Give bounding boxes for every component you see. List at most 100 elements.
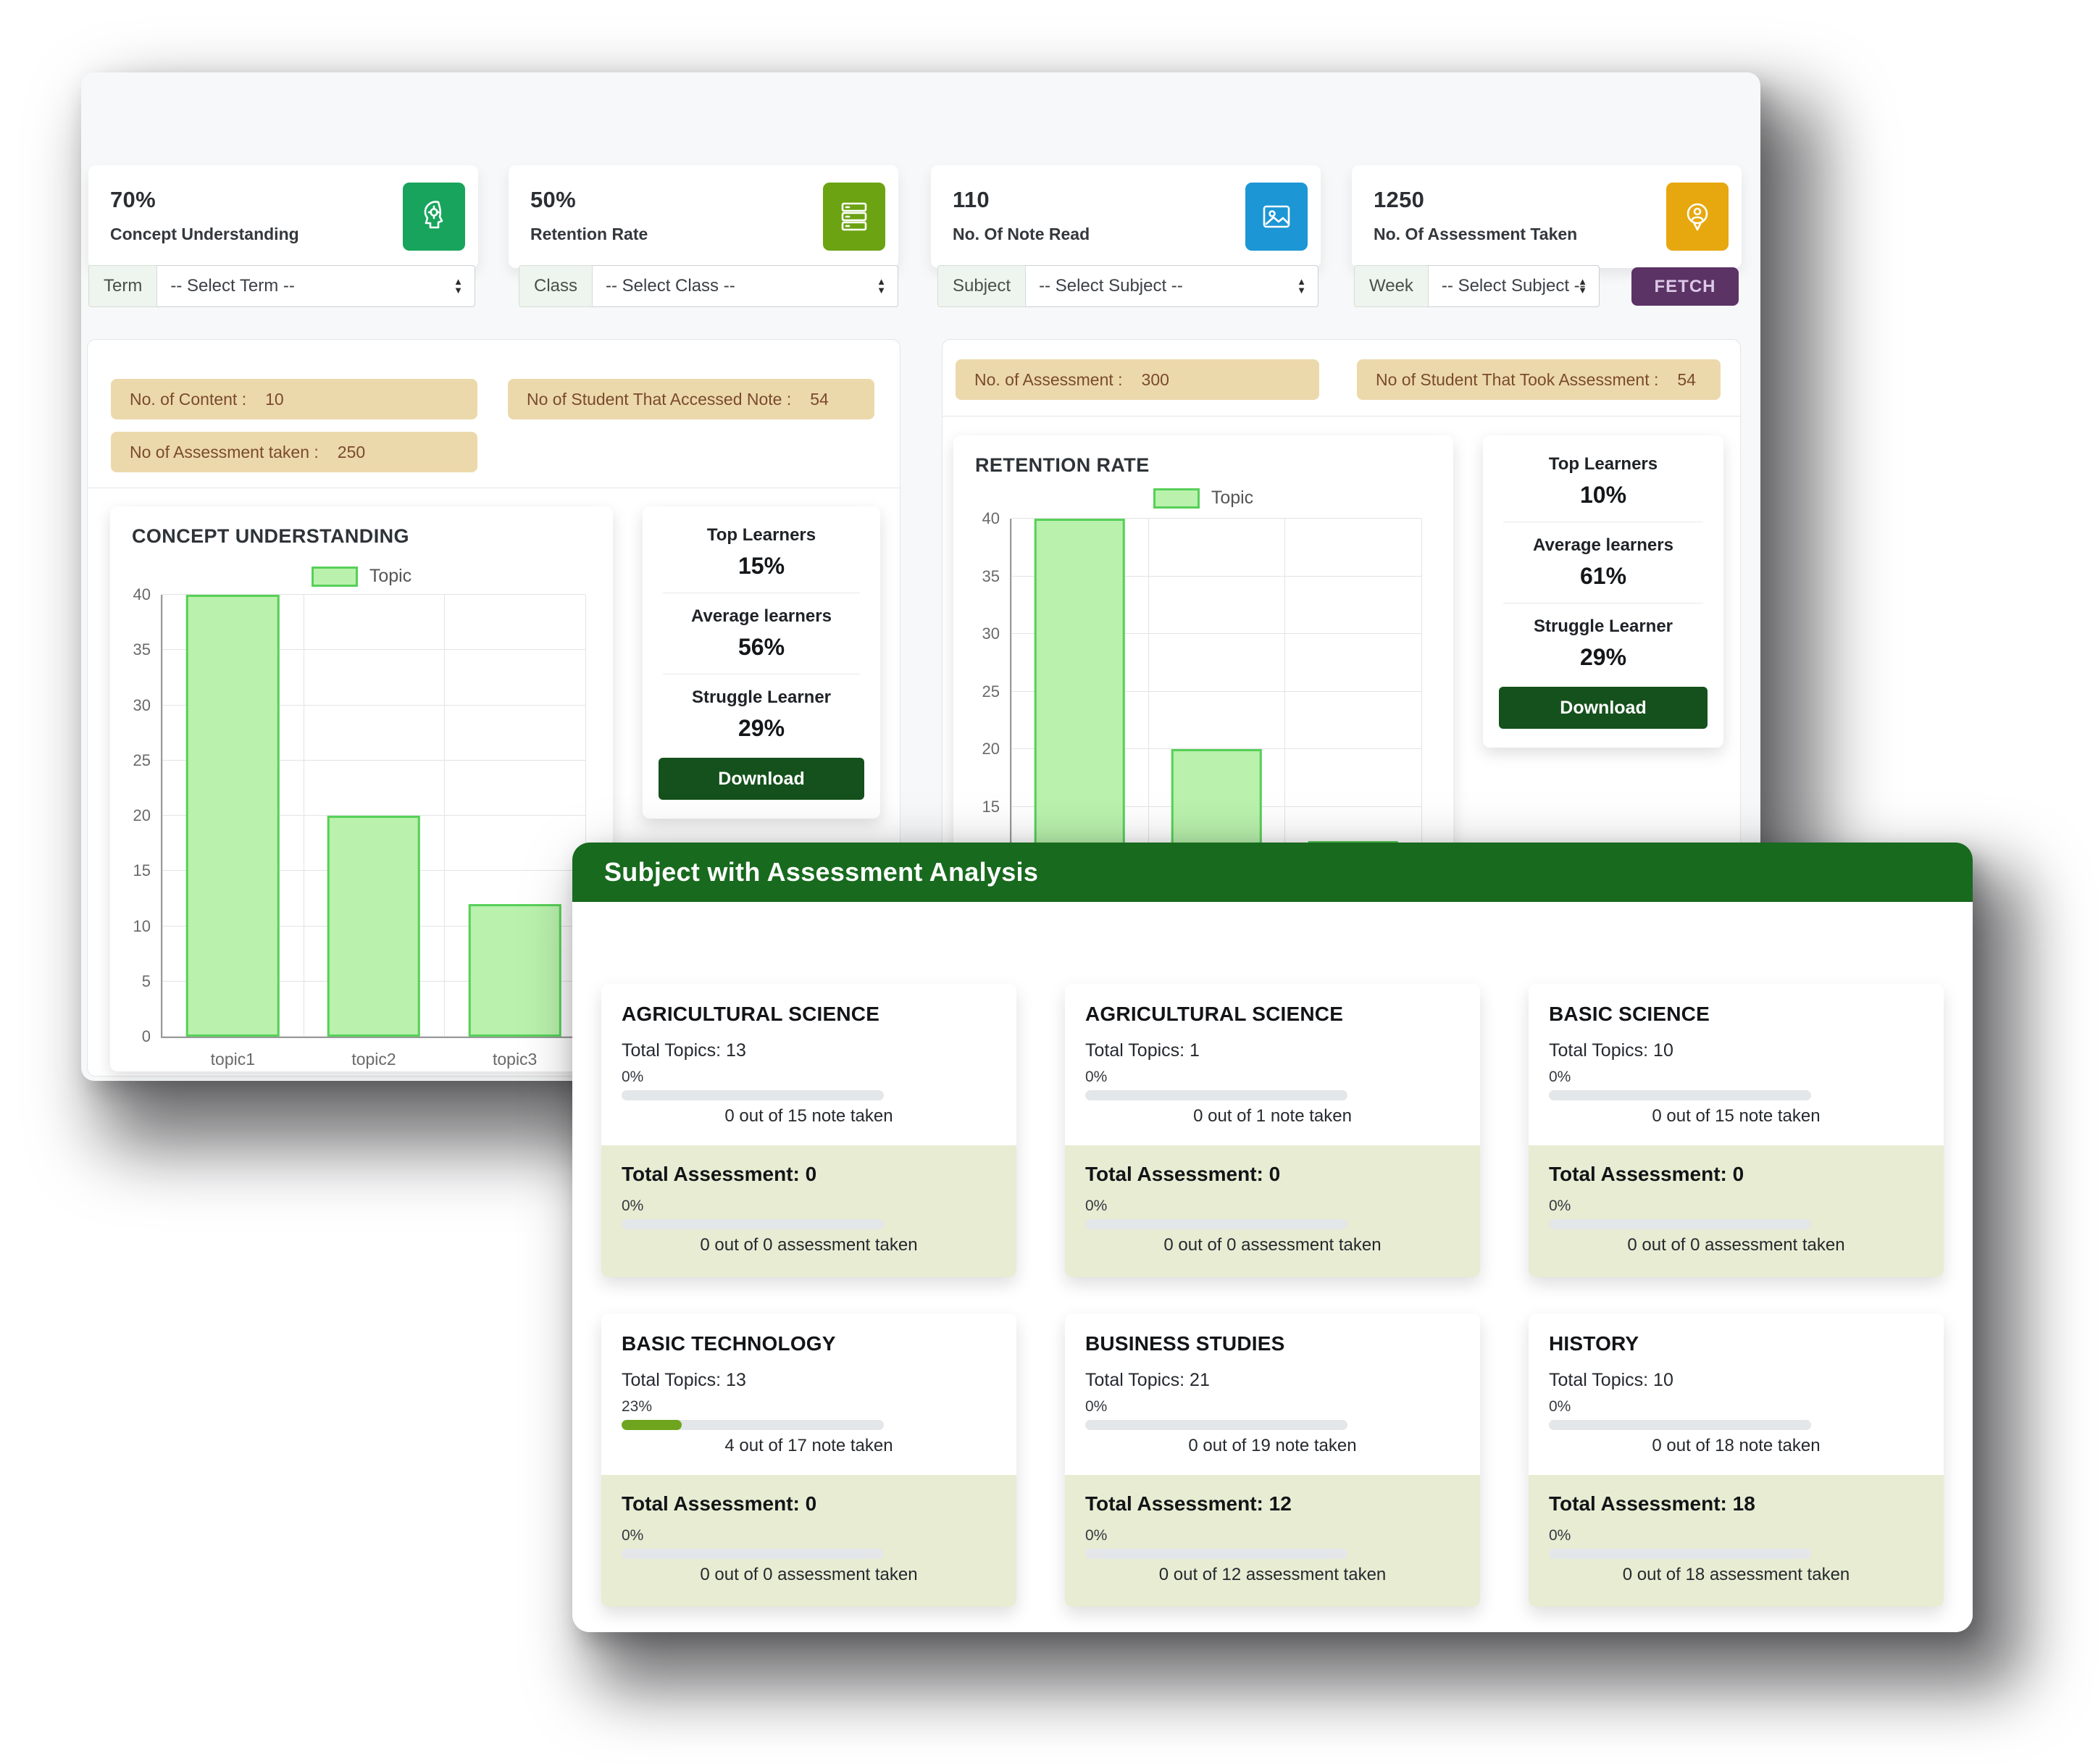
download-button[interactable]: Download: [1499, 687, 1708, 729]
y-tick-label: 10: [133, 916, 151, 935]
legend-swatch: [311, 566, 358, 587]
total-assessment: Total Assessment: 12: [1085, 1492, 1292, 1515]
note-section: HISTORY Total Topics: 10 0% 0 out of 18 …: [1529, 1313, 1944, 1475]
chart-title: RETENTION RATE: [975, 454, 1150, 476]
assessment-progress-bar: [622, 1549, 884, 1559]
assessment-progress-bar: [1085, 1549, 1347, 1559]
subject-assessment-analysis-modal: Subject with Assessment Analysis AGRICUL…: [572, 843, 1973, 1632]
concept-understanding-chart-card: CONCEPT UNDERSTANDING Topic 0 5 10 15 20 25 30…: [110, 506, 613, 1071]
note-percent: 0%: [1549, 1069, 1571, 1085]
note-percent: 0%: [1085, 1069, 1108, 1085]
subject-card: BASIC TECHNOLOGY Total Topics: 13 23% 4 …: [601, 1313, 1016, 1607]
bar-topic3: [468, 904, 561, 1037]
assessment-section: Total Assessment: 18 0% 0 out of 18 asse…: [1529, 1475, 1944, 1607]
week-select[interactable]: -- Select Subject -- ▲ ▼: [1428, 265, 1600, 307]
students-took-assessment-chip: No of Student That Took Assessment : 54: [1357, 359, 1721, 400]
total-topics: Total Topics: 21: [1085, 1370, 1210, 1390]
struggle-learner-row: Struggle Learner 29%: [659, 687, 864, 742]
y-tick-label: 15: [133, 861, 151, 880]
chart-title: CONCEPT UNDERSTANDING: [132, 525, 409, 547]
gridline: [1011, 575, 1421, 577]
gridline: [585, 595, 586, 1037]
total-assessment: Total Assessment: 18: [1549, 1492, 1755, 1515]
assessment-caption: 0 out of 0 assessment taken: [700, 1235, 918, 1255]
divider: [943, 416, 1740, 417]
total-assessment: Total Assessment: 0: [622, 1492, 817, 1515]
x-tick-label: topic3: [492, 1050, 538, 1069]
struggle-learner-row: Struggle Learner 29%: [1499, 616, 1708, 671]
subject-filter-label: Subject: [937, 265, 1027, 307]
y-tick-label: 0: [141, 1027, 151, 1045]
total-topics: Total Topics: 10: [1549, 1370, 1673, 1390]
summary-value: 29%: [1579, 644, 1627, 670]
note-percent: 0%: [1549, 1398, 1571, 1415]
note-caption: 0 out of 15 note taken: [724, 1106, 893, 1126]
stat-value: 50%: [530, 187, 576, 212]
note-percent: 0%: [1085, 1398, 1108, 1415]
assessment-caption: 0 out of 0 assessment taken: [700, 1565, 918, 1584]
class-select[interactable]: -- Select Class -- ▲ ▼: [593, 265, 898, 307]
note-progress-bar: [622, 1420, 884, 1430]
gridline: [444, 595, 446, 1037]
stat-card-note-read: 110 No. Of Note Read: [931, 165, 1321, 268]
fetch-button[interactable]: FETCH: [1631, 267, 1739, 306]
note-percent: 0%: [622, 1069, 644, 1085]
assessment-percent: 0%: [622, 1197, 644, 1214]
subject-card: BASIC SCIENCE Total Topics: 10 0% 0 out …: [1529, 984, 1944, 1277]
average-learners-row: Average learners 56%: [659, 606, 864, 661]
class-filter: Class -- Select Class -- ▲ ▼: [519, 265, 898, 307]
bar-topic1: [186, 595, 280, 1037]
content-count-chip: No. of Content : 10: [111, 379, 477, 419]
gridline: [1011, 519, 1012, 979]
note-section: BASIC SCIENCE Total Topics: 10 0% 0 out …: [1529, 984, 1944, 1145]
gridline: [162, 595, 163, 1037]
chip-value: 300: [1141, 369, 1169, 389]
subject-card: BUSINESS STUDIES Total Topics: 21 0% 0 o…: [1065, 1313, 1480, 1607]
chip-label: No. of Content :: [130, 389, 247, 409]
updown-arrows-icon: ▲ ▼: [1578, 276, 1587, 296]
chip-value: 54: [810, 389, 829, 409]
note-progress-fill: [622, 1420, 682, 1430]
assessment-progress-bar: [1085, 1219, 1347, 1229]
y-tick-label: 30: [133, 695, 151, 714]
assessment-caption: 0 out of 0 assessment taken: [1627, 1235, 1845, 1255]
summary-value: 56%: [737, 634, 785, 660]
subject-card: AGRICULTURAL SCIENCE Total Topics: 1 0% …: [1065, 984, 1480, 1277]
subject-title: AGRICULTURAL SCIENCE: [1085, 1003, 1344, 1025]
chart-legend: Topic: [110, 566, 613, 587]
term-select-value: -- Select Term --: [170, 276, 295, 296]
stat-card-assessment-taken: 1250 No. Of Assessment Taken: [1352, 165, 1742, 268]
subject-select[interactable]: -- Select Subject -- ▲ ▼: [1026, 265, 1318, 307]
assessment-section: Total Assessment: 0 0% 0 out of 0 assess…: [1529, 1145, 1944, 1277]
average-learners-row: Average learners 61%: [1499, 535, 1708, 590]
total-topics: Total Topics: 13: [622, 1370, 746, 1390]
assessment-caption: 0 out of 0 assessment taken: [1163, 1235, 1382, 1255]
assessment-taken-chip: No of Assessment taken : 250: [111, 432, 477, 472]
total-assessment: Total Assessment: 0: [1085, 1163, 1281, 1185]
summary-label: Top Learners: [706, 525, 816, 545]
chip-label: No of Student That Accessed Note :: [527, 389, 792, 409]
updown-arrows-icon: ▲ ▼: [454, 276, 463, 296]
term-select[interactable]: -- Select Term -- ▲ ▼: [157, 265, 475, 307]
class-filter-label: Class: [519, 265, 593, 307]
gridline: [162, 759, 585, 761]
y-tick-label: 5: [141, 971, 151, 990]
week-filter: Week -- Select Subject -- ▲ ▼: [1354, 265, 1600, 307]
note-percent: 23%: [622, 1398, 653, 1415]
gridline: [1148, 519, 1149, 979]
summary-value: 61%: [1579, 563, 1627, 589]
y-tick-label: 40: [982, 509, 1000, 527]
download-button[interactable]: Download: [659, 758, 864, 800]
stat-value: 70%: [110, 187, 156, 212]
note-section: AGRICULTURAL SCIENCE Total Topics: 1 0% …: [1065, 984, 1480, 1145]
note-progress-bar: [622, 1090, 884, 1100]
gridline: [1421, 519, 1422, 979]
top-learners-row: Top Learners 10%: [1499, 454, 1708, 509]
gridline: [162, 594, 585, 595]
assessment-section: Total Assessment: 0 0% 0 out of 0 assess…: [601, 1145, 1016, 1277]
y-tick-label: 20: [133, 806, 151, 824]
stat-label: Concept Understanding: [110, 225, 299, 243]
total-topics: Total Topics: 10: [1549, 1040, 1673, 1061]
assessment-section: Total Assessment: 12 0% 0 out of 12 asse…: [1065, 1475, 1480, 1607]
